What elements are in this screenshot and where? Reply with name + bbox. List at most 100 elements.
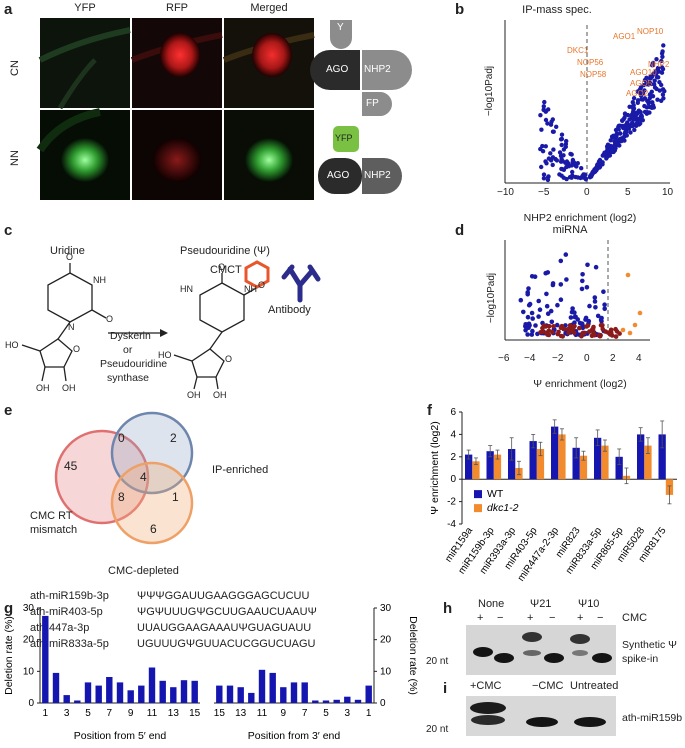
volcano-dot: [642, 77, 648, 83]
label-nop10: NOP10: [637, 27, 664, 36]
venn-circle-cmc-rt: [54, 429, 150, 525]
g-bar: [280, 687, 287, 703]
g-bar: [95, 685, 102, 703]
panel-label-f: f: [427, 402, 432, 419]
f-ytick-label: 6: [450, 407, 456, 418]
panel-b-xtick-2: 0: [584, 187, 590, 198]
mirna-dot-ns: [577, 325, 582, 331]
mirna-dot-depleted: [595, 313, 601, 319]
label-ago10: AGO10: [630, 68, 657, 77]
f-bar: [572, 447, 580, 480]
venn-n45: 45: [64, 459, 78, 473]
volcano-dot: [545, 121, 550, 126]
mirna-dot-ns: [610, 333, 615, 338]
f-ylabel: Ψ enrichment (log2): [429, 421, 441, 514]
seq-name-1: ath-miR403-5p: [30, 606, 103, 618]
panel-b-xlabel: NHP2 enrichment (log2): [523, 212, 637, 224]
mirna-dot-enriched: [637, 310, 643, 316]
g-xtick-label: 11: [257, 708, 268, 719]
mirna-dot-ns: [566, 326, 571, 332]
volcano-dot: [550, 117, 555, 122]
g-bar: [52, 672, 60, 703]
volcano-dot: [546, 156, 552, 161]
atom-o-right-u: O: [106, 314, 114, 324]
volcano-dot: [558, 153, 564, 159]
mirna-dot-depleted: [599, 318, 604, 324]
mirna-dot-depleted: [592, 299, 598, 304]
h-minus-2: −: [549, 612, 556, 624]
f-bar: [465, 454, 473, 480]
volcano-dot: [541, 104, 546, 109]
venn-circle-ip: [110, 411, 194, 495]
volcano-dot: [614, 138, 619, 143]
mirna-dot-depleted: [530, 328, 535, 334]
volcano-dot: [595, 165, 600, 171]
volcano-dot: [659, 58, 664, 64]
atom-ho-psi: HO: [158, 350, 172, 360]
mirna-dot-depleted: [569, 309, 575, 315]
volcano-dot: [569, 163, 574, 168]
mirna-dot-depleted: [572, 314, 578, 320]
mirna-dot-enriched: [632, 322, 638, 328]
g-bar: [333, 699, 340, 703]
mirna-dot-depleted: [523, 322, 528, 327]
g-ytick-label: 30: [380, 603, 392, 614]
volcano-dot: [661, 96, 666, 101]
mirna-dot-depleted: [521, 309, 526, 315]
volcano-dot: [558, 159, 564, 164]
volcano-dot: [616, 127, 621, 132]
uridine-label: Uridine: [50, 245, 85, 257]
label-ago2: AGO2: [626, 89, 649, 98]
mirna-dot-ns: [613, 326, 618, 332]
g-bar: [63, 695, 70, 703]
panel-a-col-merged: Merged: [250, 2, 288, 14]
mirna-dot-depleted: [518, 297, 524, 303]
mirna-dot-depleted: [545, 311, 551, 316]
volcano-dot: [634, 116, 639, 121]
f-legend-label: WT: [487, 488, 504, 500]
label-ago1: AGO1: [613, 32, 636, 41]
volcano-dot: [542, 99, 547, 105]
mirna-dot-depleted: [602, 306, 607, 312]
g-bar: [180, 680, 188, 703]
h-group-psi21: Ψ21: [530, 598, 552, 610]
panel-d-ylabel: −log10Padj: [486, 272, 497, 324]
mirna-dot-depleted: [545, 270, 551, 275]
volcano-dot: [638, 109, 643, 115]
volcano-dot: [647, 110, 652, 115]
mirna-dot-depleted: [593, 305, 598, 310]
atom-ho-u: HO: [5, 340, 19, 350]
mirna-dot-depleted: [592, 295, 598, 300]
mirna-dot-depleted: [525, 292, 530, 297]
g-bar: [237, 687, 244, 703]
volcano-dot: [656, 75, 661, 80]
mirna-dot-ns: [558, 325, 564, 331]
volcano-dot: [604, 144, 610, 149]
h-plus-3: +: [577, 612, 584, 624]
h-size-label: 20 nt: [426, 656, 449, 667]
mirna-dot-ns: [580, 330, 585, 336]
g-xtick-label: 5: [323, 708, 329, 719]
g-bar: [258, 669, 266, 704]
g-bar: [138, 685, 145, 703]
volcano-dot: [650, 62, 656, 68]
volcano-dot: [621, 135, 626, 140]
g-bar: [301, 682, 308, 703]
volcano-dot: [557, 172, 562, 177]
panel-label-h: h: [443, 600, 453, 617]
seq-name-3: ath-miR833a-5p: [30, 638, 109, 650]
mirna-dot-ns: [544, 330, 549, 336]
panel-label-d: d: [455, 222, 465, 239]
volcano-dot: [575, 175, 581, 180]
panel-a-col-yfp: YFP: [74, 2, 96, 14]
h-minus-1: −: [497, 612, 504, 624]
f-bar: [493, 454, 502, 480]
panel-label-b: b: [455, 1, 465, 18]
f-legend-label: dkc1-2: [487, 502, 519, 514]
f-bar: [644, 445, 652, 480]
volcano-dot: [649, 105, 655, 111]
mirna-dot-depleted: [583, 315, 589, 321]
mirna-dot-depleted: [563, 323, 568, 328]
fp-tag-shape: [362, 92, 392, 116]
volcano-dot: [623, 112, 628, 117]
